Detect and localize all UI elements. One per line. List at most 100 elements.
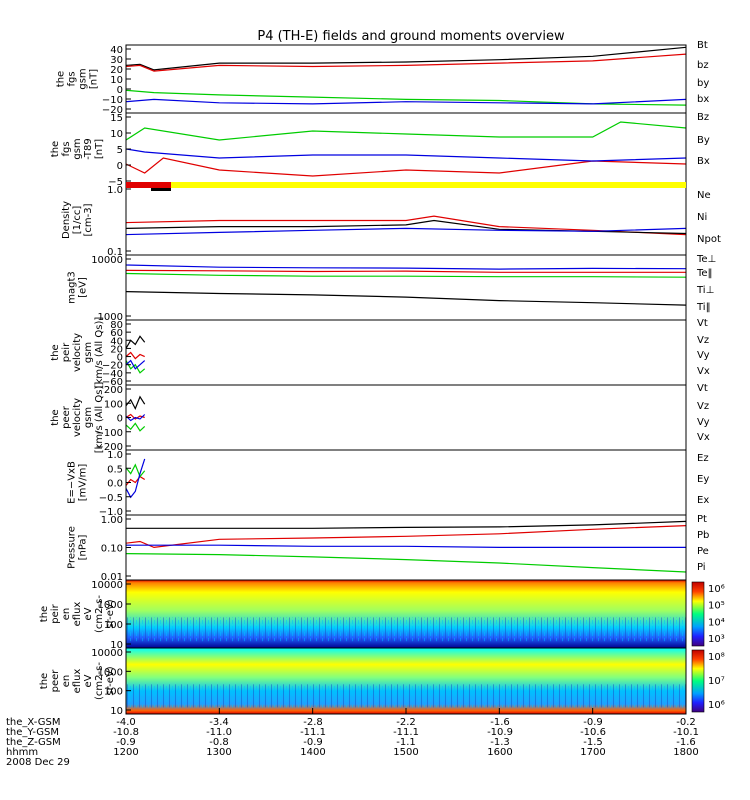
series-line (125, 53, 687, 72)
ephemeris-value: -0.2 (676, 717, 696, 728)
y-tick-label: 20 (110, 344, 123, 355)
legend-entry: Vy (697, 417, 710, 428)
legend-entry: Vx (697, 366, 710, 377)
y-tick-label: 0 (117, 85, 123, 96)
series-line (125, 360, 146, 374)
panel-4: Te⊥ Te‖ Ti⊥ Ti‖ 10000 1000 magt3[eV] (67, 254, 717, 323)
y-tick-label: 100 (104, 687, 123, 698)
y-tick-label: 10000 (91, 648, 123, 659)
y-tick-label: 20 (110, 65, 123, 76)
series-line (125, 148, 687, 162)
ephemeris-value: 1700 (580, 747, 605, 758)
legend-entry: Vt (697, 383, 708, 394)
series-line (125, 157, 687, 177)
y-tick-label: 0.01 (101, 572, 123, 583)
panel-8: Pt Pb Pe Pi 1.00 0.10 0.01 Pressure[nPa] (67, 514, 710, 583)
y-tick-label: 40 (110, 336, 123, 347)
panel-frame (125, 254, 687, 321)
ephemeris-value: -10.8 (113, 727, 139, 738)
legend-entry: Pe (697, 546, 709, 557)
colorbar (691, 649, 705, 713)
ephemeris-value: -2.2 (396, 717, 416, 728)
y-tick-label: 10 (110, 75, 123, 86)
series-line (125, 553, 687, 573)
colorbar (691, 581, 705, 647)
legend-entry: Te⊥ (696, 254, 716, 265)
y-axis-label: thepeerenefluxeV(cm2-s-sr-eV) (39, 662, 116, 700)
y-tick-label: 1000 (98, 600, 123, 611)
colorbar-tick-label: 10⁶ (708, 584, 725, 595)
y-axis-label: thefgsgsm[nT] (56, 68, 100, 89)
legend-entry: Vz (697, 401, 709, 412)
y-tick-label: −100 (96, 428, 123, 439)
y-axis-label: E=−VxB[mV/m] (67, 461, 89, 504)
y-tick-label: 10000 (91, 255, 123, 266)
status-bar-yellow (171, 182, 686, 188)
series-line (125, 458, 146, 499)
y-tick-label: 1000 (98, 667, 123, 678)
legend-entry: Bx (697, 156, 710, 167)
ephemeris-row-label: the_Z-GSM (6, 737, 61, 748)
ephemeris-value: -1.5 (583, 737, 603, 748)
series-line (125, 46, 687, 71)
legend-entry: Te‖ (696, 268, 713, 279)
ephemeris-value: -11.0 (206, 727, 232, 738)
ephemeris-value: 1300 (206, 747, 231, 758)
y-tick-label: −20 (102, 105, 123, 116)
colorbar-tick-label: 10⁶ (708, 700, 725, 711)
x-axis-ephemeris: the_X-GSM -4.0 -3.4 -2.8 -2.2 -1.6 -0.9 -0.2 the… (6, 717, 699, 758)
legend-entry: Vx (697, 432, 710, 443)
y-tick-label: 0.0 (107, 479, 123, 490)
y-axis-label: thefgsgsm-T89[nT] (50, 138, 105, 160)
series-line (125, 269, 686, 273)
y-tick-label: 1.0 (107, 450, 123, 461)
ephemeris-value: -10.9 (487, 727, 513, 738)
spectrogram-noise (126, 684, 686, 708)
y-axis-label: Density[1/cc][cm-3] (61, 201, 94, 239)
y-tick-label: 100 (104, 399, 123, 410)
legend-entry: Pt (697, 514, 707, 525)
status-bar-red (126, 182, 171, 188)
ephemeris-value: -4.0 (116, 717, 136, 728)
legend-entry: Bz (697, 112, 709, 123)
y-tick-label: 0 (117, 161, 123, 172)
y-tick-label: 1000 (98, 312, 123, 323)
y-tick-label: 40 (110, 45, 123, 56)
y-tick-label: 200 (104, 385, 123, 396)
y-axis-label: thepeervelocitygsm[km/s (All Qs)] (50, 382, 105, 454)
series-line (125, 414, 146, 422)
y-axis-label: thepeirvelocitygsm[km/s (All Qs)] (50, 317, 105, 389)
series-line (125, 272, 687, 278)
ephemeris-value: -1.3 (490, 737, 510, 748)
ephemeris-value: -0.9 (116, 737, 136, 748)
legend-entry: bx (697, 94, 709, 105)
ephemeris-value: -11.1 (300, 727, 326, 738)
panel-9: 10⁶ 10⁵ 10⁴ 10³ 10000 1000 100 10 thepeireneflux… (39, 579, 725, 651)
panel-2: Bz By Bx 15 10 5 0 −5 thefgsgsm-T89[nT] (50, 112, 710, 188)
series-line (125, 463, 146, 478)
y-tick-label: 80 (110, 320, 123, 331)
y-tick-label: 10 (110, 640, 123, 651)
legend-entry: Ni (697, 212, 707, 223)
panel-frame (125, 319, 687, 386)
ephemeris-value: 1200 (113, 747, 138, 758)
y-tick-label: −40 (102, 369, 123, 380)
ephemeris-value: -1.6 (490, 717, 510, 728)
legend-entry: Bt (697, 40, 708, 51)
series-line (126, 544, 686, 549)
series-line (125, 395, 146, 411)
series-line (125, 98, 687, 105)
legend-entry: Vt (697, 318, 708, 329)
colorbar-tick-label: 10⁸ (708, 652, 725, 663)
colorbar-tick-label: 10³ (708, 634, 725, 645)
ephemeris-value: 1800 (673, 747, 698, 758)
ephemeris-value: 1500 (393, 747, 418, 758)
series-line (125, 475, 146, 486)
y-tick-label: 1.0 (107, 185, 123, 196)
y-tick-label: 100 (104, 620, 123, 631)
panel-frame (125, 112, 687, 186)
legend-entry: Ey (697, 474, 709, 485)
series-line (126, 520, 687, 529)
ephemeris-value: -10.6 (580, 727, 606, 738)
